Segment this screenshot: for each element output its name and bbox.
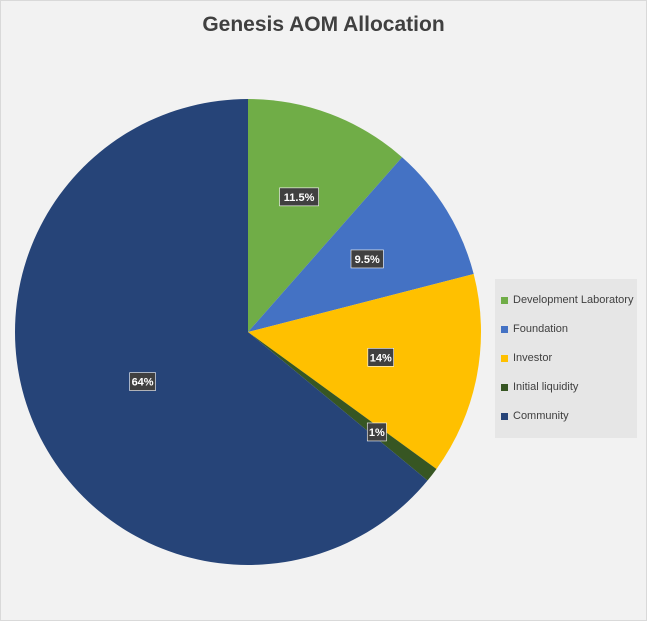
legend-item: Investor: [501, 351, 552, 365]
pie-slice-initial-liquidity: [248, 332, 437, 481]
legend-label: Development Laboratory: [513, 294, 634, 306]
legend-swatch: [501, 354, 508, 362]
legend-label: Investor: [513, 352, 553, 364]
data-label: 64%: [129, 372, 156, 391]
legend-swatch: [501, 412, 508, 420]
data-label: 9.5%: [350, 249, 384, 269]
legend-label: Community: [513, 410, 569, 422]
pie-slice-foundation: [248, 157, 474, 332]
legend-swatch: [501, 296, 508, 304]
legend-item: Foundation: [501, 322, 568, 336]
legend-item: Community: [501, 409, 569, 423]
svg-text:11.5%: 11.5%: [284, 192, 315, 204]
data-label: 11.5%: [279, 187, 319, 207]
svg-text:64%: 64%: [132, 377, 154, 389]
svg-text:9.5%: 9.5%: [355, 254, 380, 266]
legend-item: Development Laboratory: [501, 293, 633, 307]
legend-item: Initial liquidity: [501, 380, 578, 394]
chart-title: Genesis AOM Allocation: [202, 13, 445, 36]
svg-text:14%: 14%: [370, 352, 392, 364]
pie-slice-development-laboratory: [248, 99, 403, 332]
svg-text:1%: 1%: [369, 427, 385, 439]
legend-swatch: [501, 325, 508, 333]
pie-slice-investor: [248, 274, 481, 469]
data-label: 1%: [366, 422, 387, 442]
legend-label: Initial liquidity: [513, 381, 579, 393]
legend-swatch: [501, 383, 508, 391]
legend: Development Laboratory Foundation Investor…: [495, 279, 637, 438]
data-label: 14%: [367, 348, 394, 367]
pie-slice-community: [14, 99, 428, 565]
legend-label: Foundation: [513, 323, 569, 335]
